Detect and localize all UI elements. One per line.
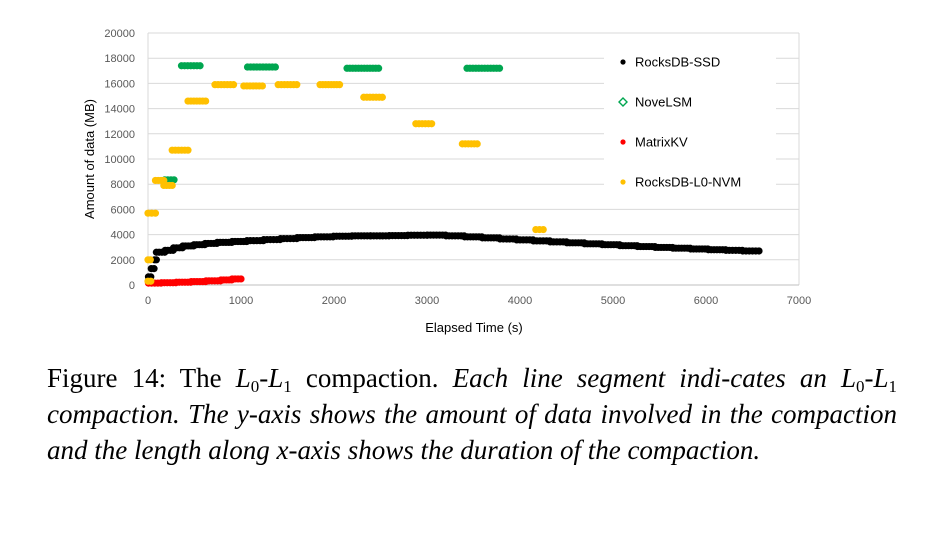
axes: 0200040006000800010000120001400016000180…	[104, 28, 811, 307]
data-point	[152, 256, 160, 264]
legend-label: RocksDB-SSD	[635, 55, 720, 70]
x-tick-label: 3000	[415, 295, 439, 307]
compaction-segment	[739, 247, 763, 255]
compaction-segment	[360, 93, 386, 101]
compaction-segment	[412, 120, 436, 128]
y-tick-label: 12000	[104, 129, 135, 141]
compaction-segment	[168, 146, 192, 154]
compaction-segment	[144, 277, 155, 285]
legend: RocksDB-SSD NoveLSM MatrixKV RocksDB-L0-NVM	[604, 43, 776, 199]
data-point	[428, 120, 436, 128]
data-point	[196, 62, 204, 70]
legend-label: NoveLSM	[635, 95, 692, 110]
data-point	[146, 256, 154, 264]
y-tick-label: 8000	[111, 179, 135, 191]
data-point	[378, 93, 386, 101]
legend-marker	[620, 179, 626, 185]
compaction-segment	[211, 81, 238, 89]
caption-l0-sub: 0	[250, 377, 260, 396]
data-point	[495, 64, 504, 72]
x-tick-label: 2000	[322, 295, 346, 307]
compaction-segment	[311, 233, 337, 241]
compaction-segment	[274, 81, 301, 89]
compaction-segment	[184, 97, 210, 105]
data-point	[147, 277, 155, 285]
x-tick-label: 0	[145, 295, 151, 307]
data-point	[151, 209, 160, 217]
data-point	[258, 82, 266, 90]
x-tick-label: 5000	[601, 295, 625, 307]
series-rocksdb-ssd	[144, 231, 763, 281]
data-point	[375, 64, 383, 72]
legend-marker	[620, 139, 626, 145]
data-point	[202, 97, 210, 105]
data-point	[755, 247, 763, 255]
y-tick-label: 16000	[104, 78, 135, 90]
data-point	[271, 63, 280, 71]
data-point	[229, 81, 238, 89]
data-point	[170, 176, 178, 184]
legend-label: RocksDB-L0-NVM	[635, 175, 741, 190]
compaction-segment	[147, 265, 158, 273]
data-series	[144, 62, 763, 287]
data-point	[150, 265, 158, 273]
legend-box	[604, 43, 776, 199]
data-point	[335, 81, 344, 89]
figure-caption: Figure 14: The L0-L1 compaction. Each li…	[47, 363, 897, 465]
x-tick-label: 7000	[787, 295, 811, 307]
legend-marker	[618, 97, 628, 107]
caption-after: compaction.	[291, 363, 439, 393]
compaction-segment	[177, 62, 204, 70]
caption-prefix: Figure 14: The	[47, 363, 236, 393]
y-tick-label: 10000	[104, 154, 135, 166]
data-point	[168, 181, 176, 190]
legend-label: MatrixKV	[635, 135, 688, 150]
y-tick-label: 4000	[111, 230, 135, 242]
x-tick-label: 4000	[508, 295, 532, 307]
compaction-segment	[243, 63, 280, 71]
compaction-segment	[240, 82, 266, 90]
y-tick-label: 0	[129, 280, 135, 292]
x-tick-label: 1000	[229, 295, 253, 307]
caption-l1-sub: 1	[283, 377, 292, 396]
compaction-segment	[316, 81, 344, 89]
compaction-segment	[546, 238, 571, 246]
y-tick-label: 2000	[111, 255, 135, 267]
data-point	[473, 140, 481, 148]
y-tick-label: 20000	[104, 28, 135, 40]
compaction-segment	[343, 64, 383, 72]
data-point	[293, 81, 301, 89]
data-point	[539, 225, 547, 234]
compaction-chart: 0200040006000800010000120001400016000180…	[82, 28, 811, 335]
compaction-segment	[532, 225, 547, 234]
caption-l1-b: L	[873, 363, 889, 393]
compaction-segment	[144, 209, 160, 217]
y-axis-title: Amount of data (MB)	[82, 99, 97, 219]
compaction-segment	[458, 140, 481, 148]
caption-l1: L	[268, 363, 284, 393]
compaction-segment	[160, 181, 176, 190]
compaction-segment	[404, 231, 431, 239]
x-tick-label: 6000	[694, 295, 718, 307]
series-rocksdb-l0-nvm	[144, 81, 547, 285]
caption-italic-1: Each line segment indi-cates an	[452, 363, 841, 393]
caption-l0-b: L	[840, 363, 856, 393]
data-point	[184, 146, 192, 154]
y-tick-label: 18000	[104, 53, 135, 65]
legend-marker	[620, 59, 626, 65]
series-novelsm	[161, 62, 504, 184]
caption-l0: L	[235, 363, 251, 393]
data-point	[237, 275, 245, 283]
caption-italic-2: compaction. The y-axis shows the amount …	[47, 399, 897, 465]
compaction-segment	[144, 256, 154, 264]
y-tick-label: 6000	[111, 204, 135, 216]
x-axis-title: Elapsed Time (s)	[425, 320, 523, 335]
compaction-segment	[463, 64, 504, 72]
y-tick-label: 14000	[104, 104, 135, 116]
compaction-segment	[228, 275, 245, 283]
